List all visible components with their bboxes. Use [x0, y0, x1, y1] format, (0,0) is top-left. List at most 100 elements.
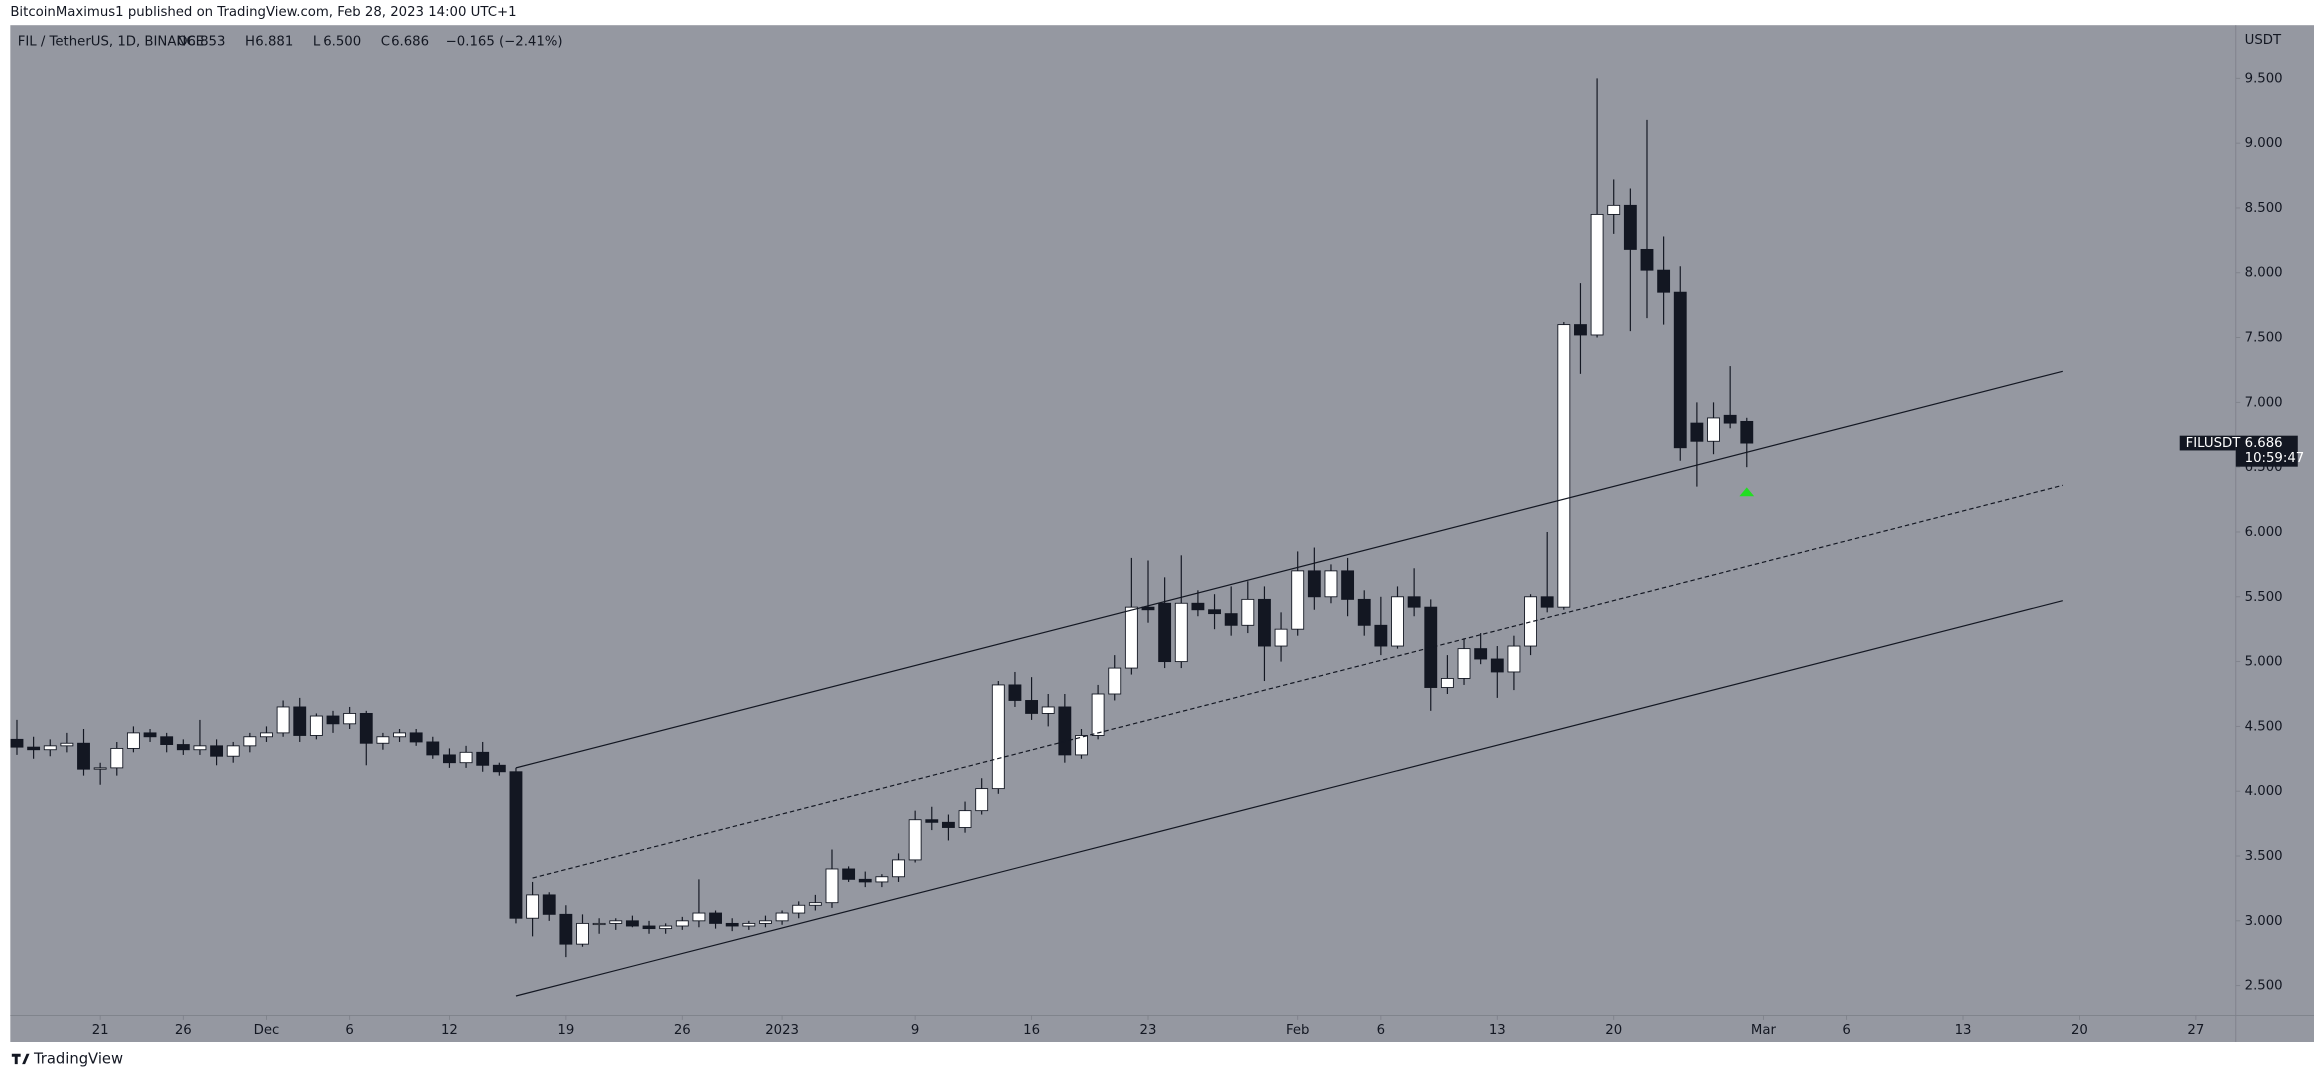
candle-body	[27, 746, 41, 751]
legend-value: 6.881	[255, 34, 293, 49]
x-tick-label: 12	[441, 1023, 458, 1038]
candle-body	[1058, 706, 1072, 756]
candle-body	[1075, 735, 1088, 756]
candle-body	[1241, 598, 1255, 626]
candle-body	[243, 736, 257, 747]
price-tag-symbol: FILUSDT	[2186, 436, 2242, 451]
candle-body	[93, 767, 107, 770]
candle-body	[426, 741, 440, 756]
candle-body	[1574, 324, 1587, 336]
x-tick-label: Dec	[254, 1023, 280, 1038]
candle-body	[1657, 269, 1671, 293]
x-tick-label: 23	[1140, 1023, 1157, 1038]
y-tick-label: 9.500	[2245, 71, 2283, 86]
trend-line	[515, 600, 2063, 997]
candle-body	[293, 706, 307, 736]
candle-body	[326, 715, 340, 725]
candle-body	[160, 736, 174, 745]
candle-body	[1590, 213, 1604, 336]
candle-body	[842, 868, 856, 880]
candle-body	[10, 738, 24, 748]
price-tag-box	[2235, 435, 2298, 467]
candle-body	[1524, 596, 1537, 647]
candle-body	[43, 745, 57, 751]
candle-body	[759, 920, 772, 924]
y-tick-label: 9.000	[2245, 136, 2283, 151]
candle-body	[210, 745, 224, 757]
candle-body	[60, 742, 74, 747]
y-axis-label: USDT	[2245, 33, 2282, 48]
candle-body	[609, 920, 623, 924]
y-tick-label: 5.000	[2245, 655, 2283, 670]
y-tick-label: 2.500	[2245, 979, 2283, 994]
candle-body	[1474, 648, 1488, 660]
candle-body	[193, 745, 207, 751]
candle-body	[1640, 248, 1654, 271]
candle-body	[276, 706, 290, 734]
candle-body	[642, 925, 656, 930]
candle-body	[492, 764, 506, 773]
candle-body	[1041, 706, 1055, 714]
candle-body	[1424, 606, 1438, 688]
legend-field: H	[245, 34, 255, 49]
x-tick-label: 16	[1023, 1023, 1040, 1038]
x-tick-label: 20	[2071, 1023, 2088, 1038]
candle-body	[1623, 204, 1637, 250]
candle-body	[77, 742, 90, 770]
candle-body	[659, 925, 673, 930]
footer-brand: TradingView	[33, 1051, 123, 1068]
y-tick-label: 4.500	[2245, 719, 2283, 734]
candle-body	[359, 712, 373, 744]
candle-body	[226, 745, 240, 757]
logo-icon	[11, 1053, 30, 1065]
candle-body	[1457, 648, 1471, 679]
candle-body	[1391, 596, 1404, 647]
candle-body	[1307, 570, 1321, 598]
candle-body	[1490, 658, 1504, 673]
candle-body	[459, 751, 473, 764]
x-tick-label: Feb	[1286, 1023, 1310, 1038]
trend-line	[515, 370, 2063, 769]
candle-body	[592, 922, 606, 926]
x-tick-label: Mar	[1751, 1023, 1777, 1038]
candle-body	[1357, 598, 1371, 626]
candle-body	[1374, 624, 1388, 647]
price-tag-price: 6.686	[2245, 436, 2283, 451]
candle-body	[725, 922, 739, 927]
candle-body	[309, 715, 323, 736]
y-tick-label: 3.500	[2245, 849, 2283, 864]
candle-body	[1224, 613, 1238, 626]
price-tag-symbol-box	[2179, 435, 2236, 451]
candle-body	[260, 732, 273, 738]
x-tick-label: 21	[92, 1023, 109, 1038]
candle-body	[1324, 570, 1338, 598]
candle-body	[625, 920, 639, 927]
trend-line	[532, 484, 2063, 879]
candle-body	[991, 684, 1005, 790]
legend-field: O	[177, 34, 187, 49]
x-tick-label: 6	[345, 1023, 353, 1038]
tradingview-logo: TradingView	[11, 1051, 123, 1068]
candle-body	[1008, 684, 1022, 701]
plot-background	[10, 25, 2314, 1042]
candle-body	[1740, 420, 1754, 444]
candle-body	[1557, 324, 1571, 608]
candle-body	[509, 771, 523, 919]
y-tick-label: 6.000	[2245, 525, 2283, 540]
candle-body	[1440, 677, 1454, 688]
candle-body	[409, 732, 423, 743]
candle-body	[343, 712, 357, 725]
candle-body	[1673, 291, 1687, 449]
legend-field: C	[381, 34, 390, 49]
candle-body	[808, 902, 822, 906]
y-tick-label: 8.000	[2245, 266, 2283, 281]
x-tick-label: 26	[674, 1023, 691, 1038]
candle-body	[1191, 602, 1205, 611]
candle-body	[443, 754, 456, 764]
signal-arrow	[1739, 487, 1755, 497]
legend-value: 6.853	[187, 34, 225, 49]
legend-value: 6.500	[323, 34, 361, 49]
candle-body	[858, 878, 872, 883]
candle-body	[1341, 570, 1355, 600]
